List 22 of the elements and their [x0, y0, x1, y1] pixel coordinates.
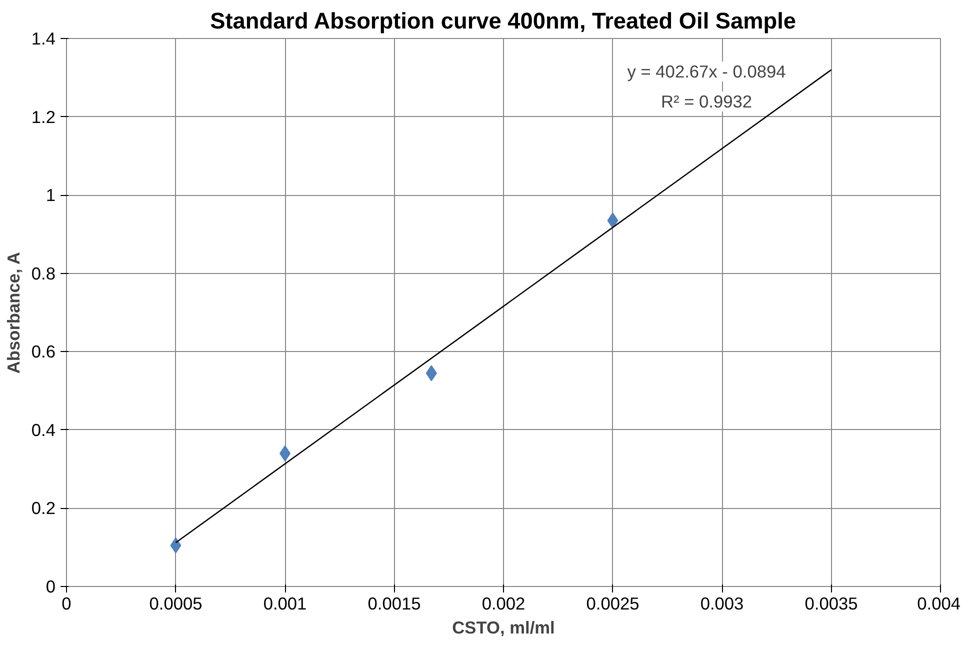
- x-tick-label: 0.0035: [804, 594, 858, 614]
- y-tick-label: 0: [46, 576, 56, 596]
- x-tick-label: 0.002: [482, 594, 526, 614]
- annotation: y = 402.67x - 0.0894: [627, 62, 786, 82]
- x-tick-label: 0.0025: [586, 594, 640, 614]
- y-tick-label: 1: [46, 185, 56, 206]
- y-tick-label: 0.8: [31, 263, 56, 284]
- annotation: R² = 0.9932: [660, 92, 752, 112]
- x-tick-label: 0.001: [263, 594, 307, 614]
- y-tick-label: 1.4: [31, 28, 56, 48]
- x-tick-label: 0: [62, 594, 72, 614]
- x-tick-label: 0.0005: [149, 594, 202, 614]
- y-tick-label: 1.2: [31, 106, 56, 127]
- y-tick-label: 0.6: [31, 342, 56, 362]
- y-axis-title: Absorbance, A: [3, 252, 24, 374]
- x-tick-label: 0.003: [700, 594, 744, 614]
- y-tick-label: 0.2: [31, 498, 56, 518]
- y-tick-label: 0.4: [31, 420, 56, 440]
- x-tick-label: 0.004: [917, 594, 961, 614]
- chart-title: Standard Absorption curve 400nm, Treated Oil Sample: [210, 8, 796, 34]
- x-tick-label: 0.0015: [368, 594, 421, 614]
- x-axis-title: CSTO, ml/ml: [452, 618, 555, 638]
